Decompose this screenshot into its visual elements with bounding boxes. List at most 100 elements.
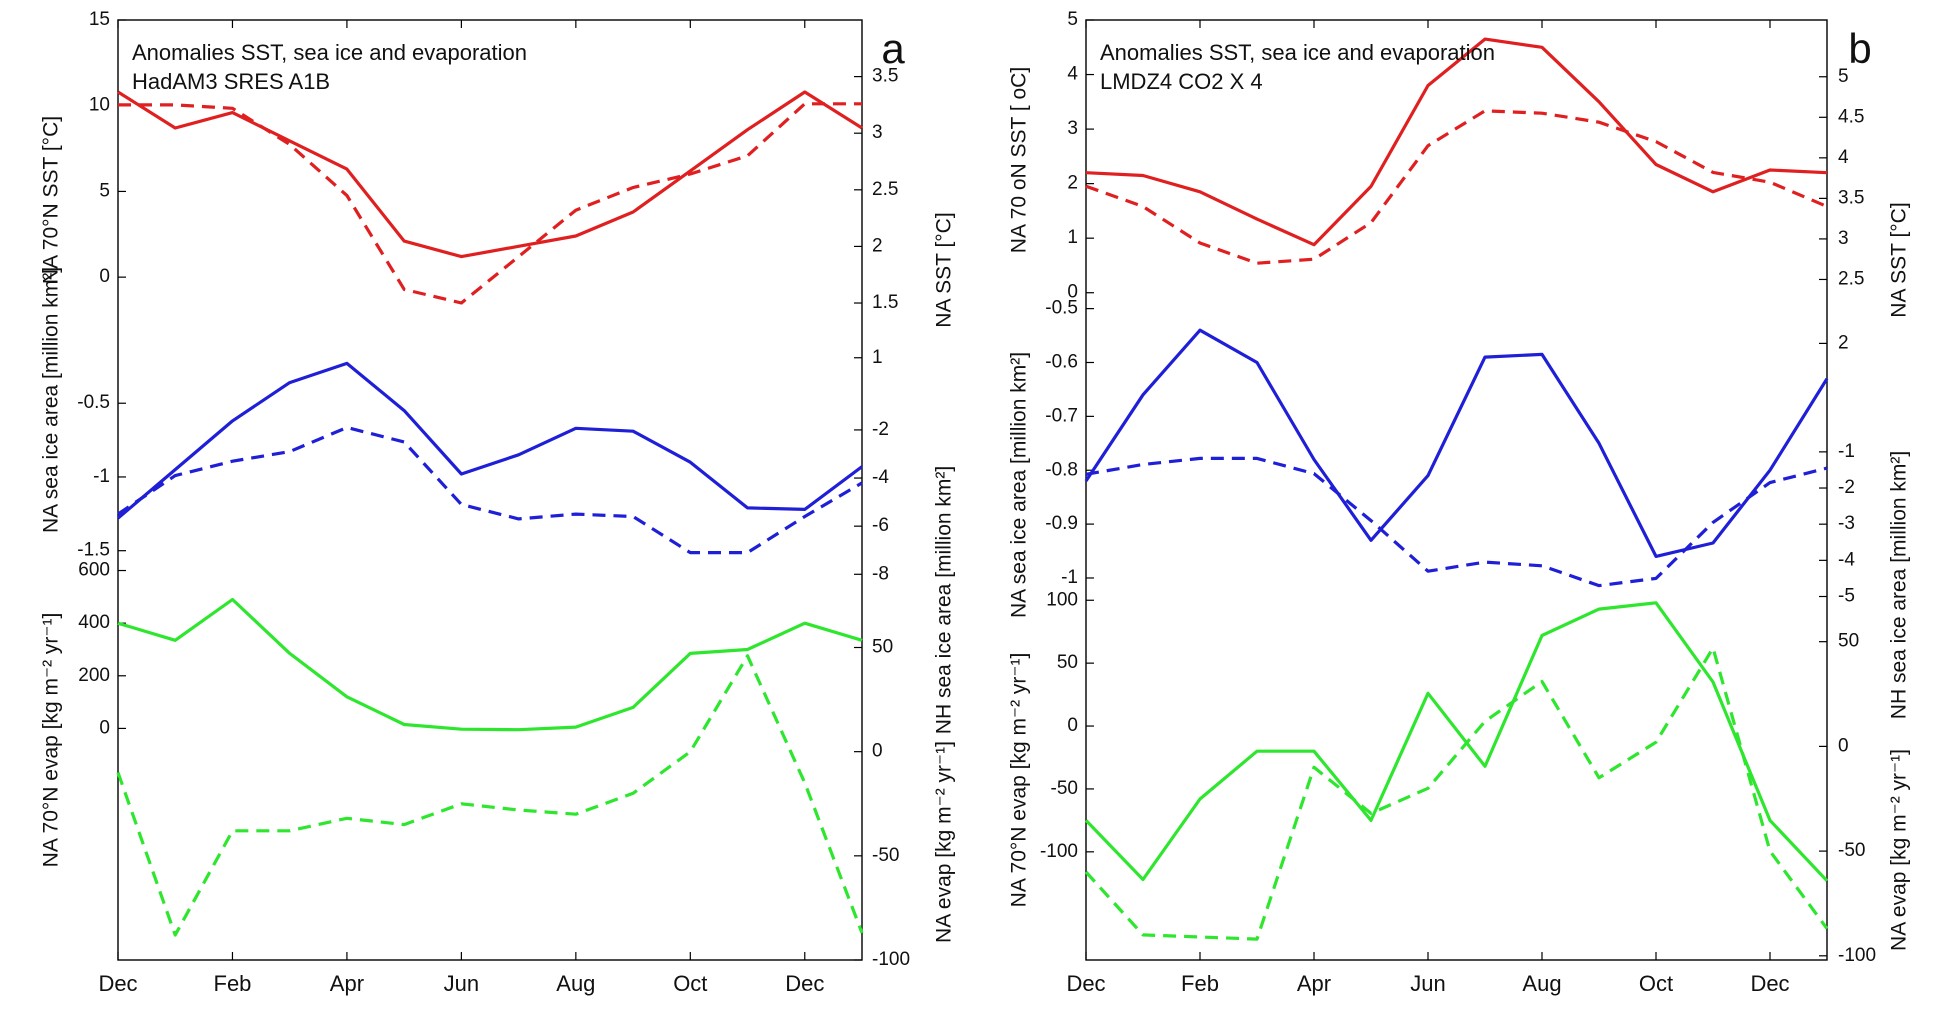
y-tick-label: 0: [99, 266, 110, 287]
x-tick-label: Aug: [556, 971, 595, 996]
y-axis-label-ice: NH sea ice area [million km²]: [1888, 451, 1911, 719]
x-tick-label: Feb: [1181, 971, 1219, 996]
y-tick-label: 0: [872, 741, 883, 762]
left-axis-ice: -0.5 -1 -1.5 NA sea ice area [million km²]: [40, 267, 126, 561]
y-tick-label: -3: [1838, 513, 1855, 534]
x-tick-label: Oct: [1639, 971, 1673, 996]
y-axis-label-ice: NA sea ice area [million km²]: [1008, 352, 1031, 618]
x-axis: Dec Feb Apr Jun Aug Oct Dec: [1066, 20, 1790, 996]
y-tick-label: 15: [89, 9, 110, 30]
y-tick-label: 400: [78, 612, 110, 633]
y-axis-label-ice: NA sea ice area [million km²]: [40, 267, 63, 533]
x-tick-label: Dec: [98, 971, 137, 996]
y-tick-label: 2: [1067, 173, 1078, 194]
chart-subtitle: HadAM3 SRES A1B: [132, 69, 330, 94]
y-tick-label: -2: [1838, 477, 1855, 498]
y-tick-label: 2.5: [1838, 268, 1864, 289]
x-tick-label: Aug: [1522, 971, 1561, 996]
y-tick-label: 50: [872, 637, 893, 658]
y-tick-label: 0: [1838, 735, 1849, 756]
x-tick-label: Oct: [673, 971, 707, 996]
y-tick-label: 2.5: [872, 179, 898, 200]
chart-subtitle: LMDZ4 CO2 X 4: [1100, 69, 1263, 94]
series-sst-solid: [1085, 37, 1828, 247]
left-axis-evap: 100 50 0 -50 -100 NA 70°N evap [kg m⁻² yr⁻¹]: [1008, 589, 1094, 907]
y-tick-label: -100: [872, 949, 910, 970]
y-tick-label: 5: [1838, 66, 1849, 87]
right-axis-sst: 5 4.5 4 3.5 3 2.5 NA SST [°C]: [1819, 66, 1911, 318]
y-axis-label-sst: NA SST [°C]: [1888, 202, 1911, 317]
y-tick-label: 10: [89, 95, 110, 116]
y-tick-label: -0.8: [1045, 459, 1078, 480]
y-tick-label: 2: [1838, 332, 1849, 353]
chart-title: Anomalies SST, sea ice and evaporation: [132, 40, 527, 65]
series-sst-dashed: [118, 102, 862, 305]
y-tick-label: 0: [99, 717, 110, 738]
y-tick-label: 1.5: [872, 292, 898, 313]
y-tick-label: 4.5: [1838, 106, 1864, 127]
right-axis-evap: 50 0 -50 -100 NA evap [kg m⁻² yr⁻¹]: [1819, 631, 1911, 966]
y-tick-label: -1: [93, 466, 110, 487]
y-tick-label: 1: [872, 347, 883, 368]
left-axis-ice: -0.5 -0.6 -0.7 -0.8 -0.9 -1 NA sea ice area [m…: [1008, 298, 1094, 618]
y-axis-label-sst: NA SST [°C]: [933, 212, 956, 327]
x-tick-label: Dec: [785, 971, 824, 996]
y-tick-label: 50: [1838, 631, 1859, 652]
y-tick-label: 3: [1838, 228, 1849, 249]
y-tick-label: 3.5: [872, 66, 898, 87]
x-tick-label: Apr: [330, 971, 364, 996]
panel-label: a: [881, 25, 905, 72]
y-tick-label: -0.9: [1045, 513, 1078, 534]
y-tick-label: -4: [872, 467, 889, 488]
y-tick-label: -50: [1051, 778, 1078, 799]
y-tick-label: 2: [872, 235, 883, 256]
chart-panel-b: Dec Feb Apr Jun Aug Oct Dec 5 4 3 2 1 0 NA 70 oN SST …: [1008, 9, 1911, 996]
y-tick-label: -6: [872, 515, 889, 536]
y-axis-label-ice: NH sea ice area [million km²]: [933, 466, 956, 734]
y-tick-label: -50: [1838, 840, 1865, 861]
right-axis-sst: 3.5 3 2.5 2 1.5 NA SST [°C]: [854, 66, 956, 328]
y-tick-label: -2: [872, 419, 889, 440]
left-axis-sst: 15 10 5 0 NA 70°N SST [°C]: [40, 9, 126, 287]
y-tick-label: -50: [872, 845, 899, 866]
left-axis-evap: 600 400 200 0 NA 70°N evap [kg m⁻² yr⁻¹]: [40, 560, 126, 867]
y-tick-label: 0: [1067, 282, 1078, 303]
y-tick-label: 100: [1046, 589, 1078, 610]
right-axis-ice: 1 -2 -4 -6 -8 NH sea ice area [million km²]: [854, 347, 956, 734]
y-tick-label: -0.5: [1045, 298, 1078, 319]
series-ice-dashed: [117, 425, 863, 555]
y-axis-label-evap: NA evap [kg m⁻² yr⁻¹]: [1888, 749, 1911, 951]
right-axis-ice: 2 -1 -2 -3 -4 -5 NH sea ice area [million km²]: [1819, 332, 1911, 719]
panel-label: b: [1848, 25, 1871, 72]
series-ice-dashed: [1085, 456, 1828, 588]
y-tick-label: -8: [872, 563, 889, 584]
y-tick-label: -1: [1061, 567, 1078, 588]
chart-title: Anomalies SST, sea ice and evaporation: [1100, 40, 1495, 65]
x-tick-label: Jun: [1410, 971, 1445, 996]
y-tick-label: 50: [1057, 652, 1078, 673]
y-tick-label: -0.6: [1045, 352, 1078, 373]
x-axis: Dec Feb Apr Jun Aug Oct Dec: [98, 20, 824, 996]
y-tick-label: 3: [872, 122, 883, 143]
x-tick-label: Dec: [1066, 971, 1105, 996]
y-tick-label: -4: [1838, 549, 1855, 570]
plot-frame: [117, 19, 863, 961]
y-tick-label: 600: [78, 560, 110, 581]
y-tick-label: 1: [1067, 227, 1078, 248]
y-axis-label-sst: NA 70°N SST [°C]: [40, 116, 63, 284]
x-tick-label: Feb: [214, 971, 252, 996]
series-evap-dashed: [1084, 646, 1829, 941]
y-tick-label: -1: [1838, 441, 1855, 462]
y-tick-label: -1.5: [77, 540, 110, 561]
plot-frame: [1085, 19, 1828, 961]
series-ice-solid: [116, 361, 863, 520]
y-axis-label-evap: NA 70°N evap [kg m⁻² yr⁻¹]: [1008, 653, 1031, 908]
series-evap-solid: [1084, 601, 1829, 882]
series-evap-dashed: [116, 654, 864, 937]
series-evap-solid: [117, 597, 863, 732]
left-axis-sst: 5 4 3 2 1 0 NA 70 oN SST [ oC]: [1008, 9, 1094, 303]
y-tick-label: 3.5: [1838, 187, 1864, 208]
x-tick-label: Dec: [1750, 971, 1789, 996]
